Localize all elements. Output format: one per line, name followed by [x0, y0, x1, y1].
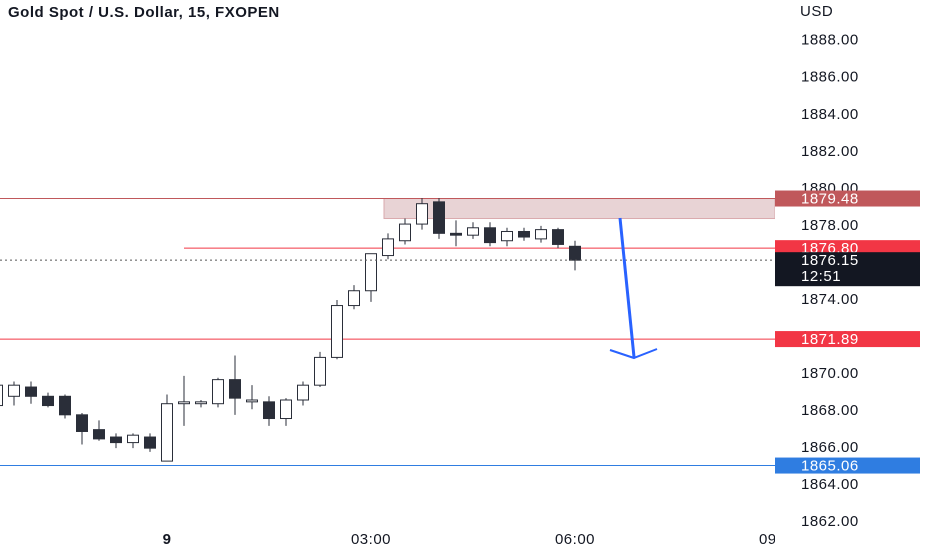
y-tick-label: 1888.00 [801, 32, 859, 49]
x-tick-label: 03:00 [351, 531, 391, 548]
candle-body [297, 384, 309, 401]
y-tick-label: 1866.00 [801, 439, 859, 456]
y-tick-label: 1882.00 [801, 143, 859, 160]
candle-body [501, 230, 513, 242]
candle-body [552, 229, 564, 245]
currency: USD [800, 3, 833, 20]
y-tick-label: 1886.00 [801, 69, 859, 86]
candle-body [76, 414, 88, 432]
candle-body [331, 305, 343, 358]
level-label: 1879.48 [801, 190, 859, 207]
candle-body [365, 253, 377, 292]
candle-body [195, 401, 207, 405]
last-price-box [775, 252, 920, 287]
candle-body [416, 203, 428, 225]
candle-body [263, 401, 275, 420]
x-tick-label: 09:00 [759, 531, 799, 548]
candle-body [25, 386, 37, 397]
candle-body [518, 230, 530, 238]
candle-body [0, 384, 3, 407]
y-tick-label: 1878.00 [801, 217, 859, 234]
last-price-label: 1876.15 [801, 252, 859, 269]
candle-body [280, 399, 292, 420]
y-tick-label: 1868.00 [801, 402, 859, 419]
y-tick-label: 1884.00 [801, 106, 859, 123]
chart-title: Gold Spot / U.S. Dollar, 15, FXOPEN [8, 4, 280, 21]
plot-area: 9 03:00 06:00 09:00 [0, 198, 799, 548]
level-label-box [775, 190, 920, 207]
candle-body [93, 429, 105, 440]
level-label: 1865.06 [801, 458, 859, 475]
candle-body [450, 232, 462, 236]
candle-body [59, 395, 71, 416]
y-tick-label: 1874.00 [801, 291, 859, 308]
candle-body [246, 399, 258, 403]
candle-body [399, 223, 411, 242]
candle-body [212, 379, 224, 405]
candle-body [110, 436, 122, 444]
level-label-box [775, 457, 920, 474]
candle-body [314, 356, 326, 386]
arrow-shaft [618, 217, 636, 358]
candle-body [569, 245, 581, 261]
candle-body [161, 403, 173, 462]
countdown: 12:51 [801, 268, 841, 285]
arrow-head [609, 348, 658, 360]
candle-body [42, 395, 54, 407]
candle-body [433, 201, 445, 234]
candle-body [535, 229, 547, 240]
y-tick-label: 1864.00 [801, 476, 859, 493]
candle-body [484, 227, 496, 244]
candle-body [144, 436, 156, 449]
x-tick-label: 9 [163, 531, 172, 548]
candle-body [382, 238, 394, 257]
candle-body [8, 384, 20, 397]
candle-body [467, 227, 479, 236]
level-label-box [775, 331, 920, 348]
candle-body [127, 434, 139, 444]
y-tick-label: 1862.00 [801, 513, 859, 530]
arrow [609, 217, 658, 360]
candle-body [178, 401, 190, 405]
candle-body [229, 379, 241, 399]
y-tick-label: 1870.00 [801, 365, 859, 382]
candle-body [348, 290, 360, 307]
level-label: 1871.89 [801, 331, 859, 348]
level-label-box [775, 240, 920, 257]
x-tick-label: 06:00 [555, 531, 595, 548]
